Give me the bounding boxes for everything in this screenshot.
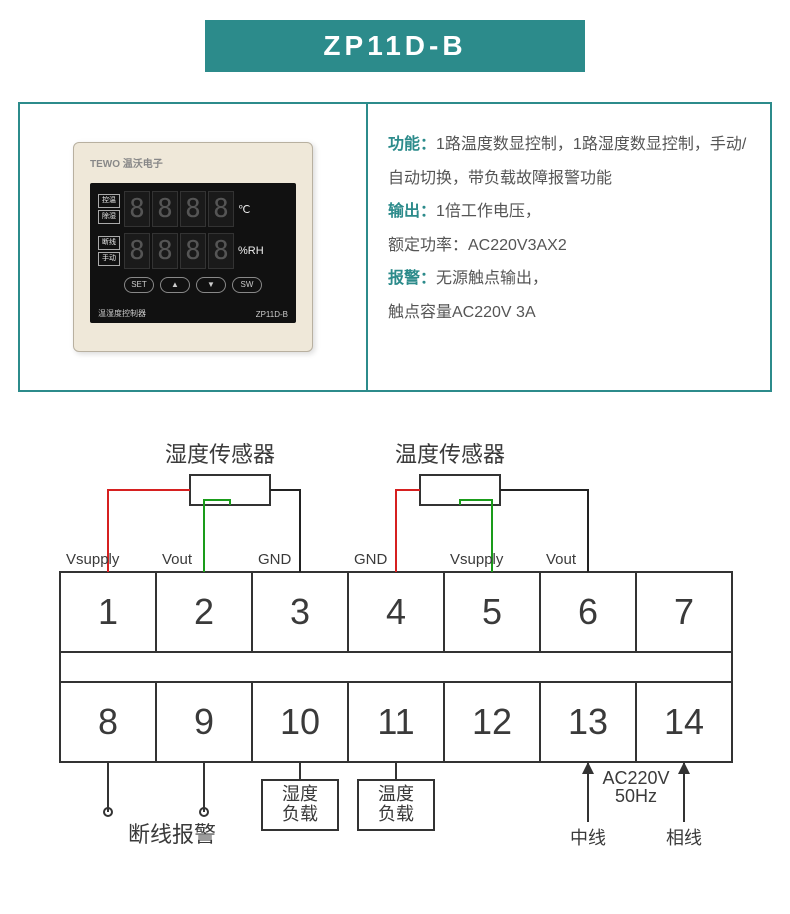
svg-text:GND: GND (354, 551, 388, 568)
svg-text:相线: 相线 (666, 828, 702, 848)
unit-rh: %RH (238, 245, 264, 257)
product-title: ZP11D-B (205, 20, 585, 72)
svg-text:8: 8 (98, 701, 118, 742)
svg-text:温度: 温度 (378, 784, 414, 804)
device-panel: 控温 除湿 8888 ℃ 断线 手动 8888 %RH SET ▲ (90, 183, 296, 323)
svg-text:50Hz: 50Hz (615, 786, 657, 806)
svg-text:9: 9 (194, 701, 214, 742)
unit-c: ℃ (238, 203, 250, 216)
tag: 断线 (98, 236, 120, 250)
svg-text:14: 14 (664, 701, 704, 742)
wiring-diagram: 1234567891011121314湿度传感器温度传感器VsupplyVout… (50, 432, 740, 882)
svg-text:1: 1 (98, 591, 118, 632)
product-photo-box: TEWO 温沃电子 控温 除湿 8888 ℃ 断线 手动 8888 (18, 102, 368, 392)
tag: 手动 (98, 252, 120, 266)
svg-text:11: 11 (377, 701, 414, 742)
device-model: ZP11D-B (256, 310, 288, 319)
device-brand: TEWO 温沃电子 (90, 155, 163, 170)
spec-box: 功能：1路温度数显控制，1路湿度数显控制，手动/自动切换，带负载故障报警功能输出… (368, 102, 772, 392)
svg-text:5: 5 (482, 591, 502, 632)
svg-text:温度传感器: 温度传感器 (395, 442, 505, 467)
svg-text:2: 2 (194, 591, 214, 632)
up-button: ▲ (160, 277, 190, 293)
svg-text:负载: 负载 (282, 804, 318, 824)
device-mockup: TEWO 温沃电子 控温 除湿 8888 ℃ 断线 手动 8888 (73, 142, 313, 352)
top-section: TEWO 温沃电子 控温 除湿 8888 ℃ 断线 手动 8888 (18, 102, 772, 392)
svg-text:Vsupply: Vsupply (66, 551, 120, 568)
svg-text:4: 4 (386, 591, 406, 632)
svg-text:中线: 中线 (570, 828, 606, 848)
svg-text:6: 6 (578, 591, 598, 632)
svg-text:10: 10 (280, 701, 320, 742)
svg-text:AC220V: AC220V (602, 768, 669, 788)
svg-text:湿度传感器: 湿度传感器 (165, 442, 275, 467)
svg-text:12: 12 (472, 701, 512, 742)
svg-text:Vsupply: Vsupply (450, 551, 504, 568)
tag: 除湿 (98, 210, 120, 224)
svg-text:13: 13 (568, 701, 608, 742)
svg-text:7: 7 (674, 591, 694, 632)
down-button: ▼ (196, 277, 226, 293)
svg-text:GND: GND (258, 551, 292, 568)
svg-text:湿度: 湿度 (282, 784, 318, 804)
svg-text:Vout: Vout (546, 551, 577, 568)
set-button: SET (124, 277, 154, 293)
svg-text:负载: 负载 (378, 804, 414, 824)
svg-text:断线报警: 断线报警 (128, 822, 216, 847)
tag: 控温 (98, 194, 120, 208)
sw-button: SW (232, 277, 262, 293)
device-label: 温湿度控制器 (98, 308, 146, 319)
svg-text:3: 3 (290, 591, 310, 632)
svg-text:Vout: Vout (162, 551, 193, 568)
